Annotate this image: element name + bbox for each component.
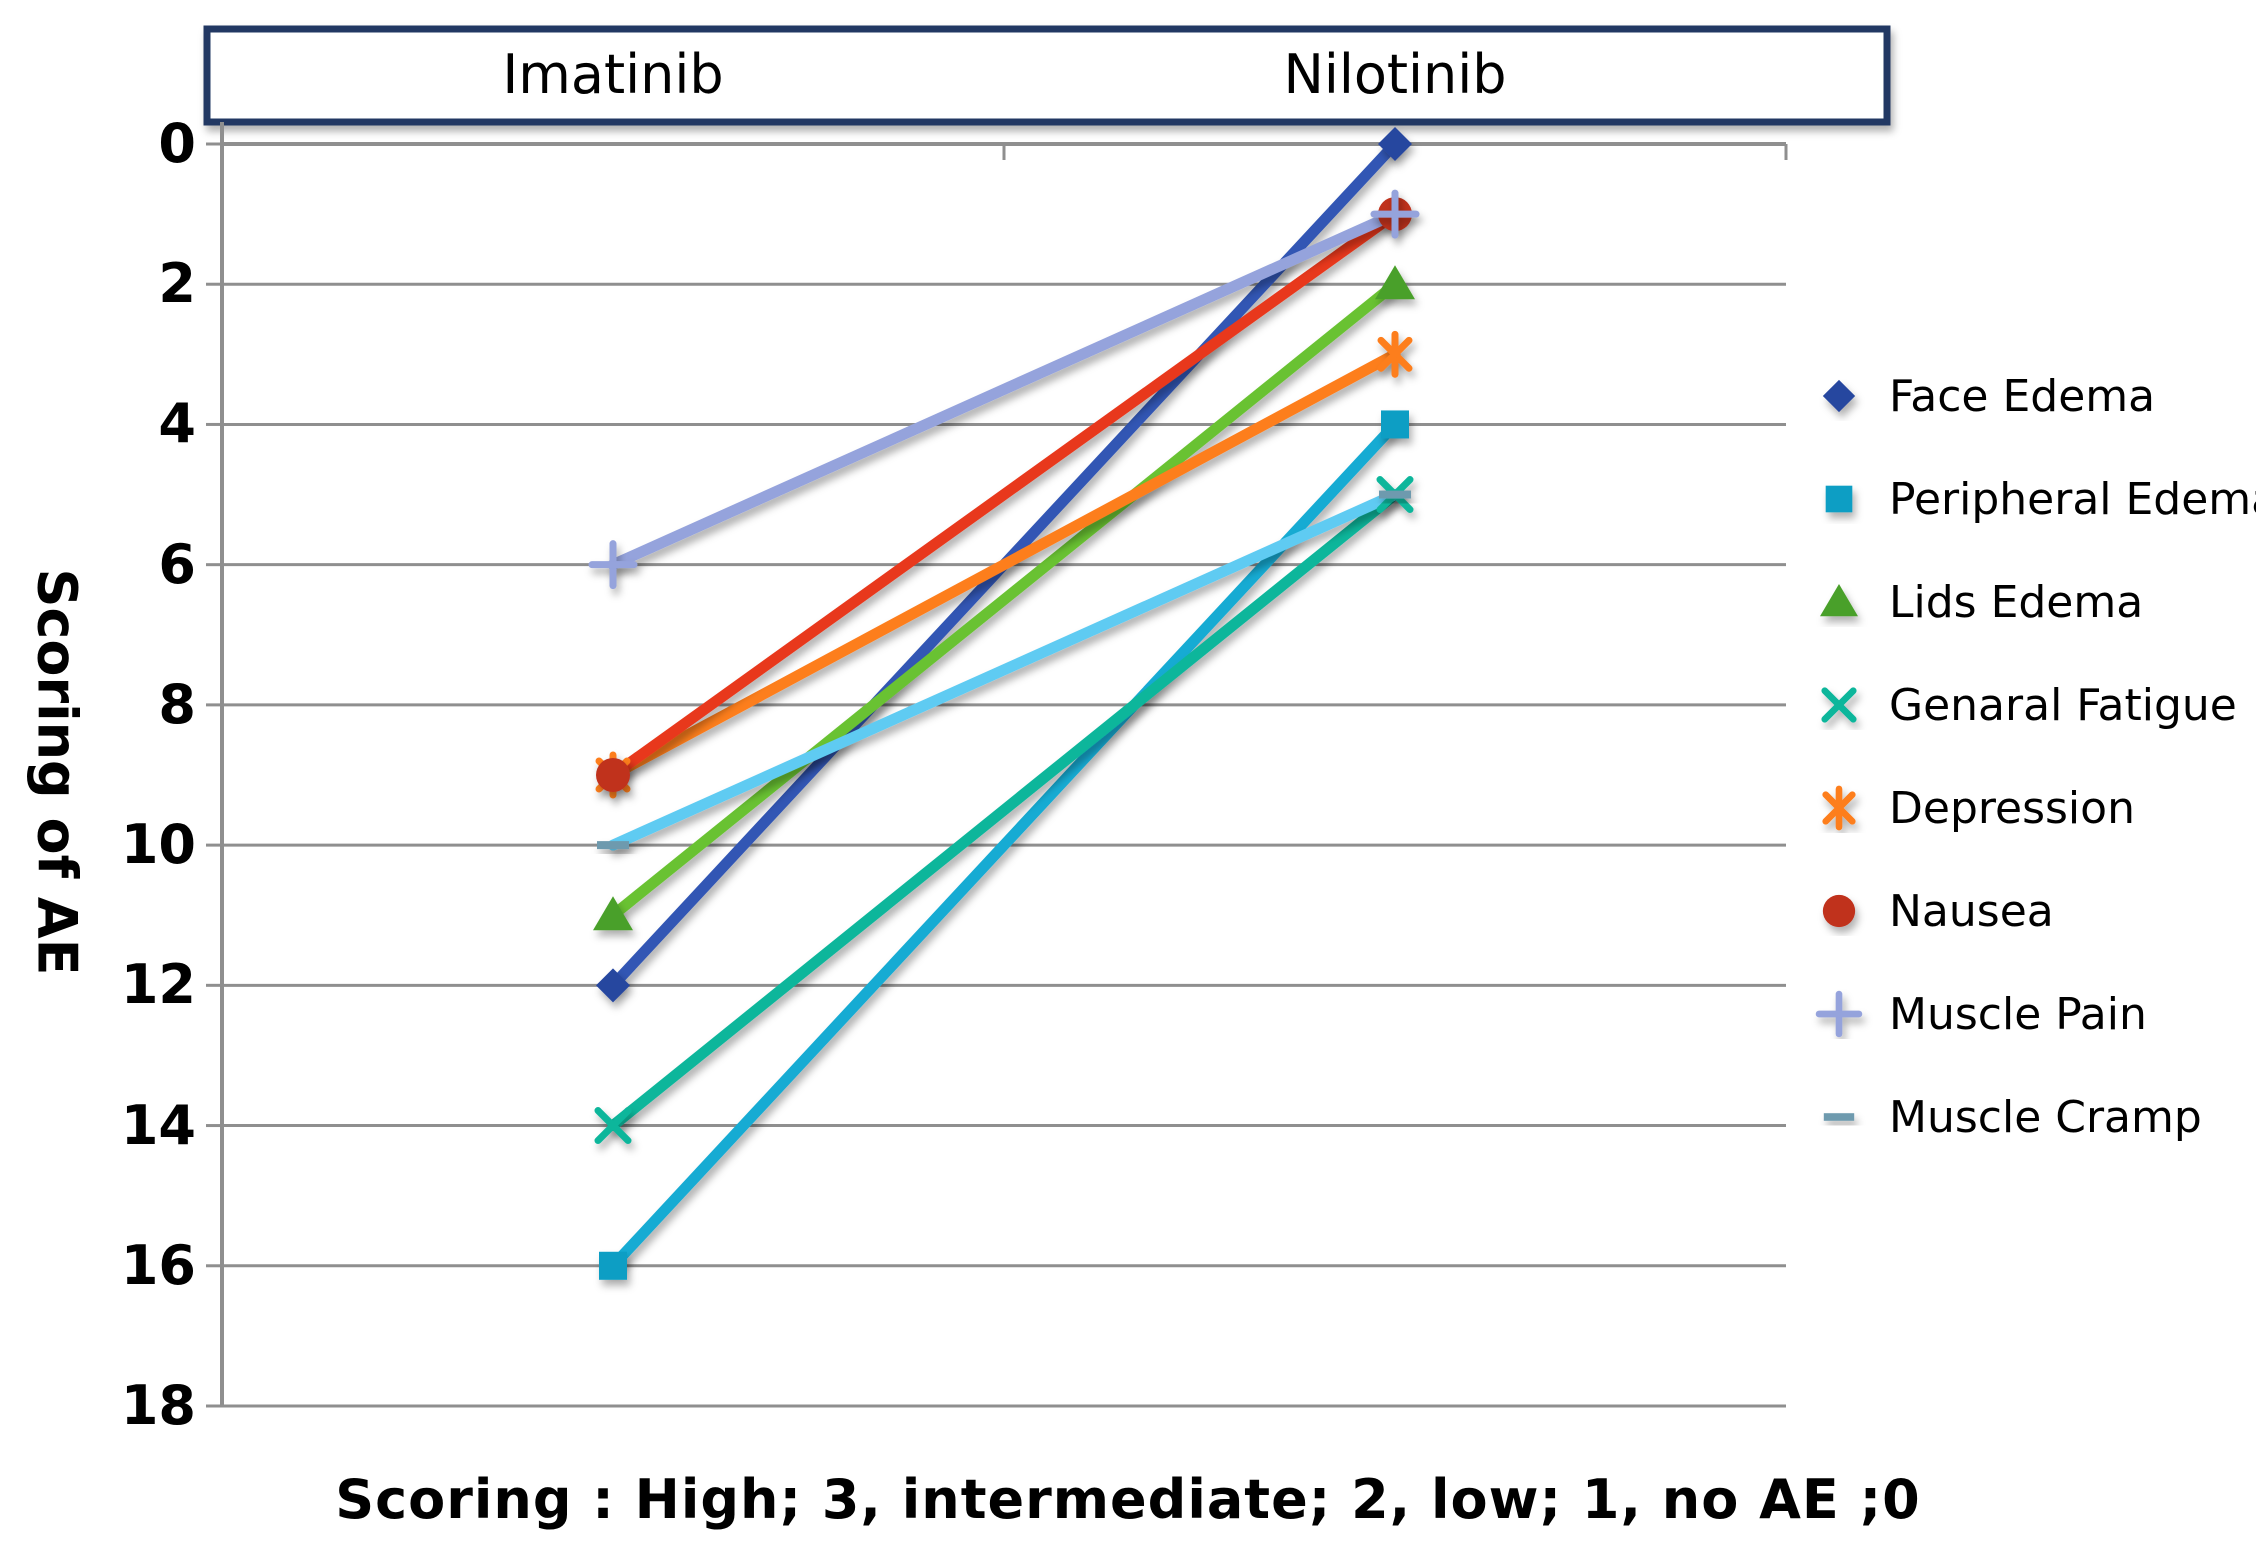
legend-dash-swatch-icon (1793, 1111, 1885, 1123)
asterisk-marker-icon (1822, 785, 1856, 831)
legend-label: Muscle Pain (1889, 988, 2147, 1040)
legend-item-nausea: Nausea (1793, 885, 2054, 937)
legend-item-depression: Depression (1793, 782, 2135, 834)
column-header-imatinib: Imatinib (502, 43, 724, 106)
diamond-marker-icon (1822, 379, 1856, 413)
legend-item-peripheral-edema: Peripheral Edema (1793, 473, 2256, 525)
y-axis-tick-label: 2 (158, 252, 196, 316)
diamond-marker-icon (1378, 127, 1412, 161)
legend-x-swatch-icon (1793, 687, 1885, 723)
series-line-muscle-pain (607, 208, 1401, 571)
x-marker-icon (1821, 687, 1857, 723)
legend-triangle-swatch-icon (1793, 583, 1885, 617)
legend-label: Face Edema (1889, 370, 2156, 422)
square-marker-icon (599, 1251, 627, 1280)
legend-item-muscle-pain: Muscle Pain (1793, 988, 2147, 1040)
legend-label: Lids Edema (1889, 576, 2144, 628)
x-marker-icon (594, 1107, 632, 1145)
triangle-marker-icon (1820, 583, 1858, 617)
legend-label: Nausea (1889, 885, 2054, 937)
series-line-nausea (607, 208, 1401, 781)
diamond-marker-icon (596, 968, 630, 1003)
series-line-muscle-cramp (607, 489, 1401, 851)
y-axis-title: Scoring of AE (25, 568, 89, 976)
plus-marker-icon (1815, 990, 1863, 1038)
legend-label: Muscle Cramp (1889, 1091, 2202, 1143)
asterisk-marker-icon (1377, 330, 1413, 378)
legend-item-muscle-cramp: Muscle Cramp (1793, 1091, 2202, 1143)
legend-plus-swatch-icon (1793, 990, 1885, 1038)
legend-item-face-edema: Face Edema (1793, 370, 2156, 422)
y-axis-tick-label: 0 (158, 112, 196, 175)
triangle-marker-icon (593, 896, 633, 931)
y-axis-tick-label: 12 (120, 953, 196, 1017)
legend-item-lids-edema: Lids Edema (1793, 576, 2144, 628)
dash-marker-icon (1823, 1113, 1855, 1121)
legend-asterisk-swatch-icon (1793, 785, 1885, 831)
scoring-caption: Scoring : High; 3, intermediate; 2, low;… (335, 1468, 1921, 1531)
legend-circle-swatch-icon (1793, 894, 1885, 928)
column-header-nilotinib: Nilotinib (1283, 43, 1507, 106)
y-axis-tick-label: 10 (120, 813, 196, 877)
series-line-peripheral-edema (607, 418, 1401, 1272)
category-header-box (203, 25, 1891, 126)
square-marker-icon (1825, 485, 1853, 513)
series-line-genaral-fatigue (607, 489, 1401, 1132)
y-axis-tick-label: 4 (158, 392, 196, 456)
y-axis-tick-label: 18 (120, 1374, 196, 1437)
y-axis-tick-label: 6 (158, 532, 196, 596)
legend-label: Depression (1889, 782, 2135, 834)
legend-label: Peripheral Edema (1889, 473, 2256, 525)
circle-marker-icon (1822, 894, 1856, 928)
dash-marker-icon (1379, 490, 1411, 499)
circle-marker-icon (596, 758, 630, 792)
legend-label: Genaral Fatigue (1889, 679, 2237, 731)
series-line-depression (607, 348, 1401, 781)
y-axis-tick-label: 8 (158, 672, 196, 736)
legend-diamond-swatch-icon (1793, 379, 1885, 413)
legend-square-swatch-icon (1793, 485, 1885, 513)
plus-marker-icon (588, 540, 638, 590)
y-axis-tick-label: 16 (120, 1233, 196, 1297)
square-marker-icon (1381, 410, 1409, 439)
series-line-lids-edema (607, 278, 1401, 921)
triangle-marker-icon (1375, 265, 1415, 300)
dash-marker-icon (597, 841, 629, 850)
legend-item-genaral-fatigue: Genaral Fatigue (1793, 679, 2237, 731)
y-axis-tick-label: 14 (120, 1093, 196, 1157)
plus-marker-icon (1370, 189, 1420, 239)
